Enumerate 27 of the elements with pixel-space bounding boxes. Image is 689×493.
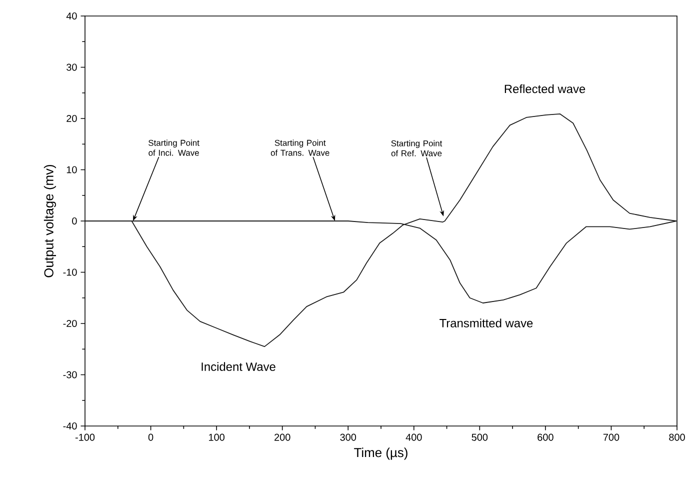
x-tick-label: 200 xyxy=(274,434,290,441)
x-tick-label: 500 xyxy=(472,434,488,441)
x-tick-label: 100 xyxy=(209,434,224,441)
x-tick-label: 300 xyxy=(340,434,356,441)
x-tick-label: -100 xyxy=(75,434,95,441)
y-axis-title: Output voltage (mv) xyxy=(44,164,56,278)
y-tick-label: 20 xyxy=(66,114,77,122)
x-axis-title: Time (µs) xyxy=(354,448,408,460)
y-tick-label: 30 xyxy=(66,64,77,71)
x-tick-label: 0 xyxy=(148,434,154,441)
y-tick-label: -10 xyxy=(63,268,77,276)
annotation: Starting Point of Inci. Wave xyxy=(148,140,200,156)
annotation: Transmitted wave xyxy=(440,318,533,328)
x-tick-label: 600 xyxy=(538,434,554,441)
x-tick-label: 400 xyxy=(406,434,422,441)
y-tick-label: -20 xyxy=(63,320,77,328)
y-tick-label: -30 xyxy=(63,371,77,378)
annotation: Starting Point of Trans. Wave xyxy=(270,140,330,156)
annotation: Reflected wave xyxy=(504,84,586,94)
x-tick-label: 800 xyxy=(669,434,685,441)
y-tick-label: 40 xyxy=(66,12,77,20)
annotation: Incident Wave xyxy=(202,362,276,371)
x-tick-label: 700 xyxy=(603,434,620,441)
annotation: Starting Point of Ref. Wave xyxy=(391,140,442,156)
y-tick-label: 0 xyxy=(72,217,77,225)
y-tick-label: -40 xyxy=(63,422,77,430)
y-tick-label: 10 xyxy=(66,166,77,174)
